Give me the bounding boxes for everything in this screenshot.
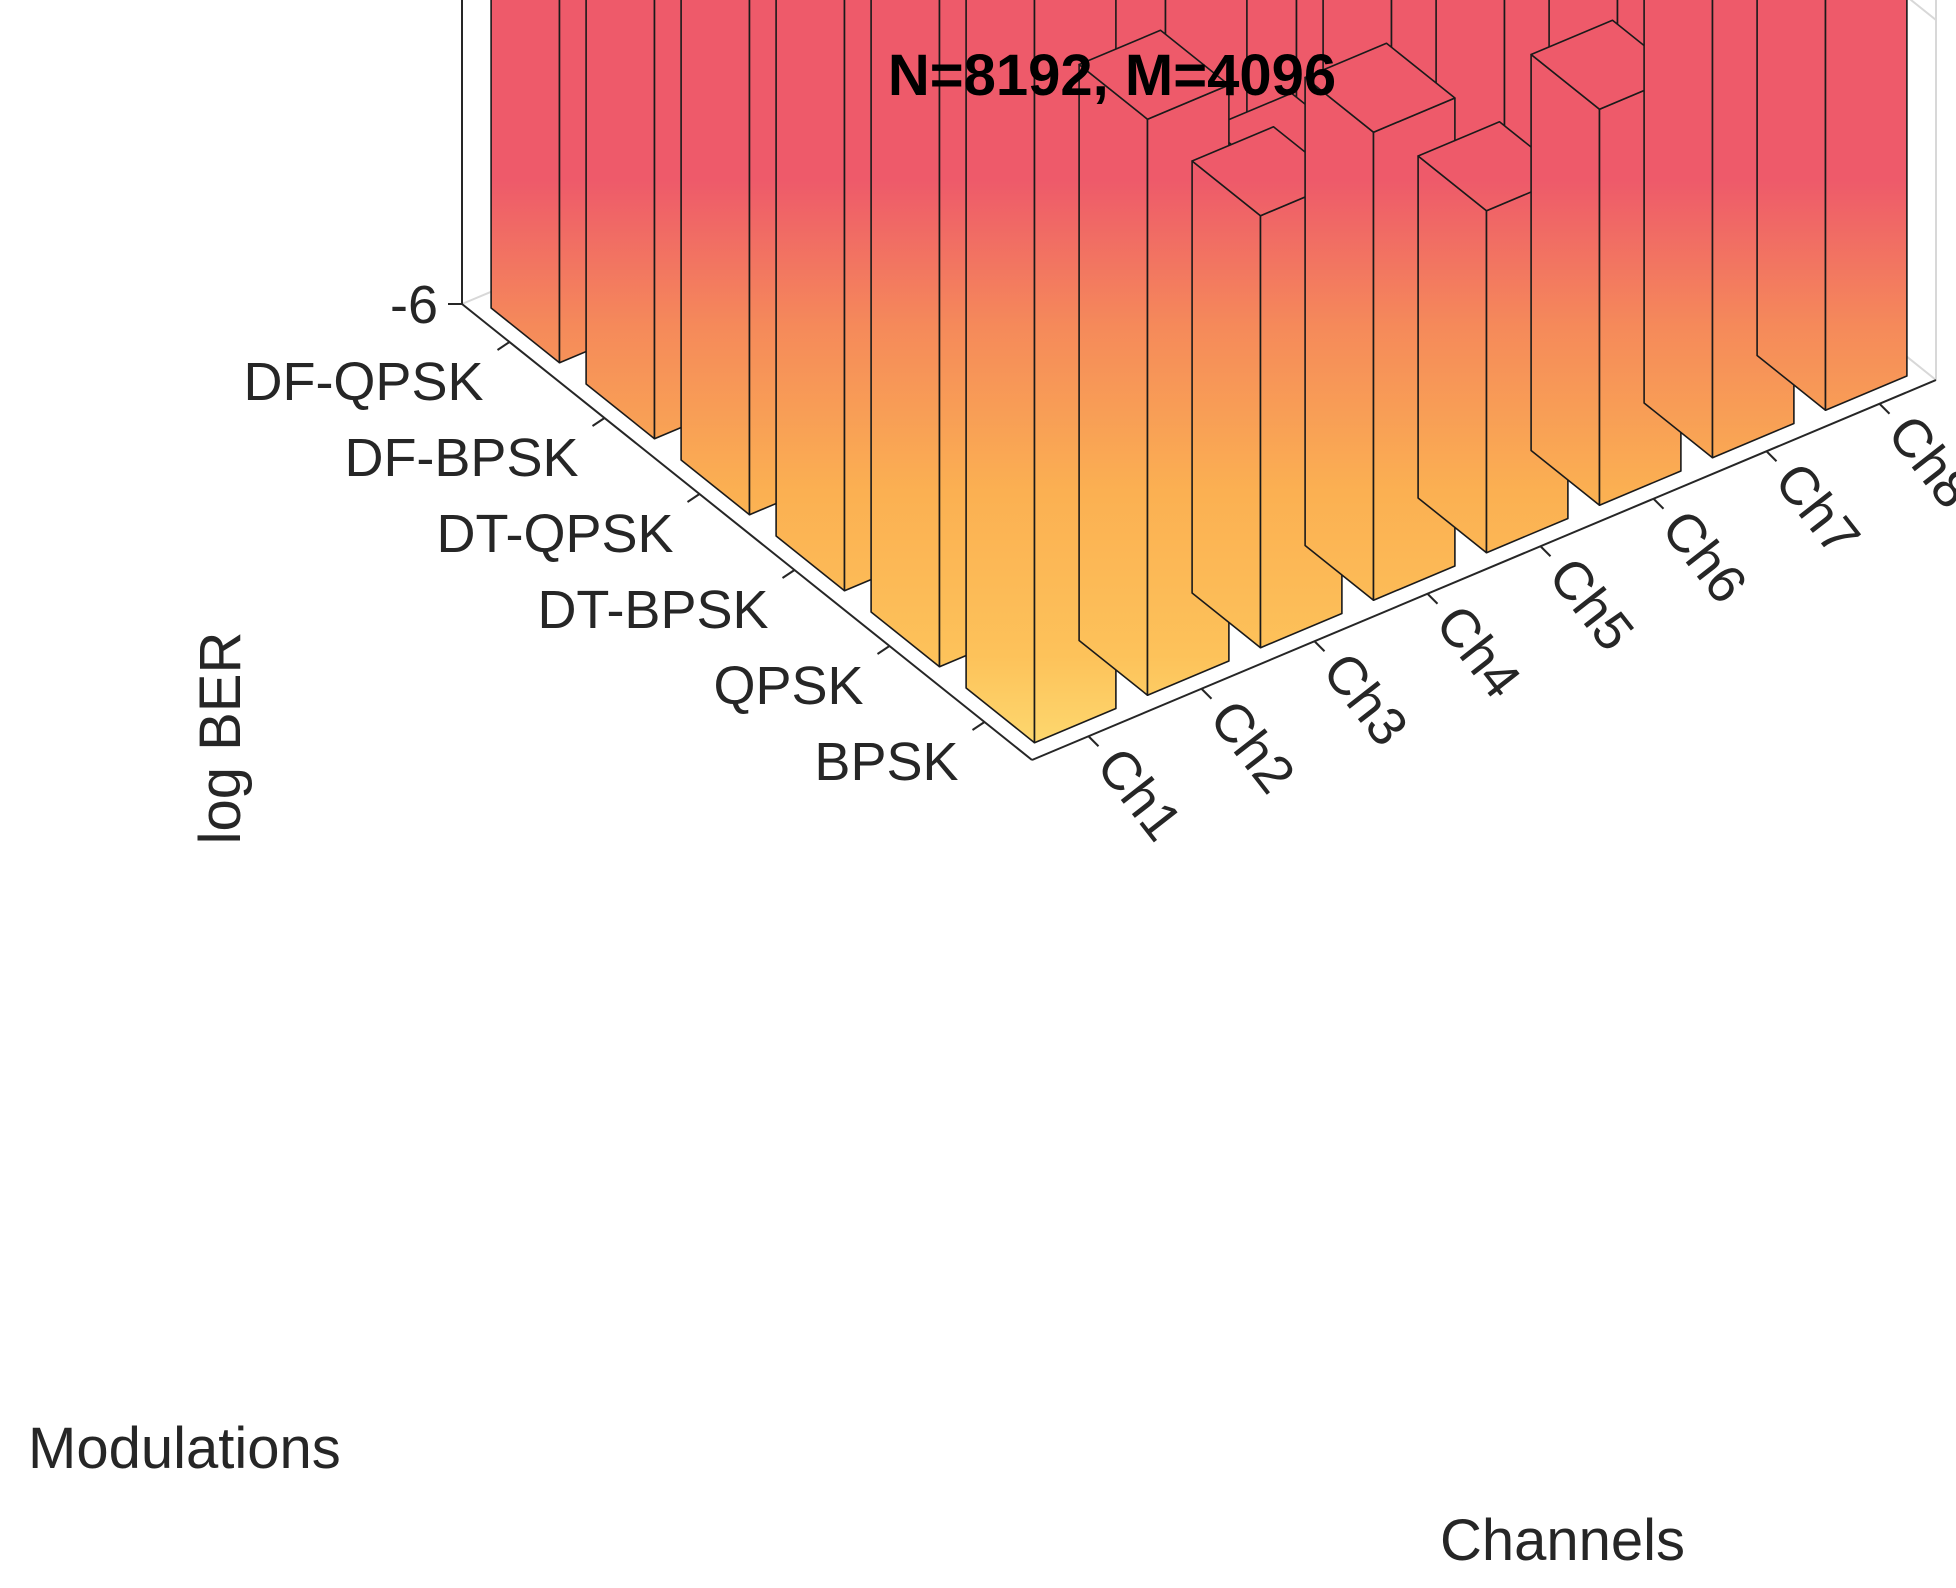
bar-left-face: [775, 0, 846, 592]
bar-left-face: [1191, 160, 1262, 649]
x-tick-4: [1539, 545, 1552, 557]
bar-left-face: [1530, 53, 1601, 507]
x-tick-label: Ch4: [1424, 594, 1532, 709]
bar-left-face: [1643, 0, 1714, 459]
y-tick-2: [686, 493, 701, 503]
bar-left-face: [490, 0, 561, 364]
x-tick-1: [1200, 688, 1213, 700]
x-tick-7: [1878, 403, 1891, 415]
x-axis-title: Channels: [1440, 1508, 1685, 1573]
y-axis-title: Modulations: [28, 1416, 341, 1481]
bar-left-face: [1417, 155, 1488, 554]
bar-front-face: [1824, 0, 1908, 412]
z-axis-title: log BER: [188, 632, 253, 845]
y-tick-label: DT-QPSK: [436, 504, 673, 564]
z-tick-label: -6: [390, 275, 438, 335]
x-tick-label: Ch5: [1537, 547, 1645, 662]
bar-left-face: [1756, 0, 1827, 412]
y-tick-5: [971, 721, 986, 731]
y-axis-line: [461, 303, 1033, 761]
bar-left-face: [1078, 63, 1149, 697]
bar-left-face: [680, 0, 751, 516]
x-tick-label: Ch3: [1311, 642, 1419, 757]
x-tick-label: Ch6: [1650, 499, 1758, 614]
y-tick-label: DF-BPSK: [344, 428, 578, 488]
x-tick-3: [1426, 593, 1439, 605]
bar-top-face: [1304, 42, 1456, 133]
x-tick-2: [1313, 640, 1326, 652]
x-axis-line: [1031, 379, 1937, 761]
x-tick-label: Ch8: [1876, 404, 1956, 519]
bar-top-face: [1078, 29, 1230, 120]
x-tick-6: [1765, 450, 1778, 462]
bar-left-face: [1304, 76, 1375, 602]
x-tick-label: Ch1: [1085, 737, 1193, 852]
x-tick-label: Ch7: [1763, 452, 1871, 567]
y-tick-label: DF-QPSK: [243, 352, 483, 412]
bars: [490, 0, 1908, 744]
x-tick-5: [1652, 498, 1665, 510]
y-tick-3: [781, 569, 796, 579]
axes: [448, 0, 1937, 761]
y-tick-label: DT-BPSK: [537, 580, 768, 640]
bar-left-face: [965, 0, 1036, 744]
x-tick-0: [1087, 735, 1100, 747]
chart-title: N=8192, M=4096: [888, 43, 1336, 108]
y-tick-4: [876, 645, 891, 655]
bar-BPSK-Ch8: [1756, 0, 1908, 412]
y-tick-label: QPSK: [713, 656, 863, 716]
y-tick-1: [591, 417, 606, 427]
y-tick-0: [496, 341, 511, 351]
y-tick-label: BPSK: [814, 732, 958, 792]
x-tick-label: Ch2: [1198, 689, 1306, 804]
bar-left-face: [585, 0, 656, 440]
bar-left-face: [870, 0, 941, 668]
